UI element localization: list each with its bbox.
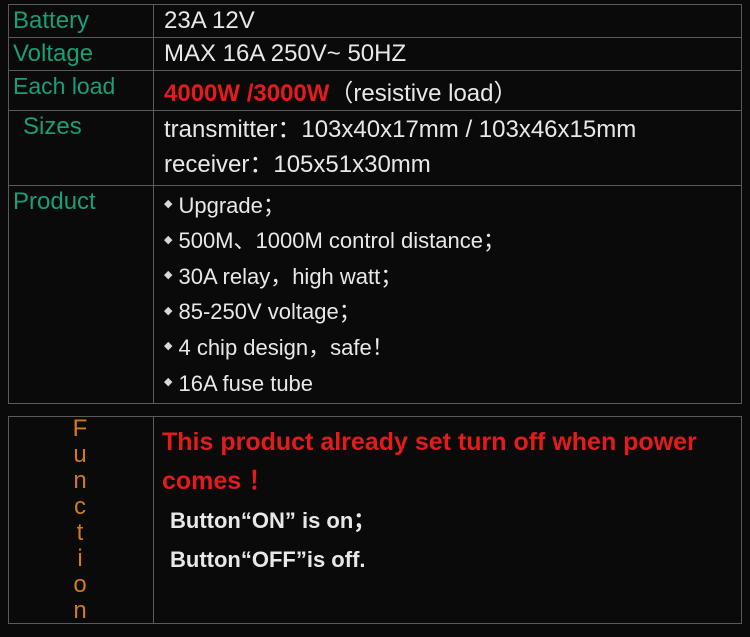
row-product: Product Upgrade； 500M、1000M control dist…: [9, 185, 742, 404]
label-eachload: Each load: [9, 71, 154, 111]
label-function: Function: [9, 417, 154, 624]
product-item: Upgrade；: [164, 188, 731, 224]
label-voltage: Voltage: [9, 38, 154, 71]
function-vertical-label: Function: [9, 417, 153, 623]
product-item: 500M、1000M control distance；: [164, 223, 731, 259]
spec-table: Battery 23A 12V Voltage MAX 16A 250V~ 50…: [8, 4, 742, 404]
product-item: 16A fuse tube: [164, 366, 731, 402]
product-item: 85-250V voltage；: [164, 294, 731, 330]
value-function: This product already set turn off when p…: [154, 417, 742, 624]
eachload-note: （resistive load）: [329, 80, 517, 107]
label-sizes: Sizes: [9, 111, 154, 186]
label-product: Product: [9, 185, 154, 404]
value-sizes: transmitter：103x40x17mm / 103x46x15mm re…: [154, 111, 742, 186]
spacer: [8, 404, 742, 416]
row-battery: Battery 23A 12V: [9, 5, 742, 38]
value-product: Upgrade； 500M、1000M control distance； 30…: [154, 185, 742, 404]
eachload-red: 4000W /3000W: [164, 80, 329, 107]
function-btn-on: Button“ON” is on；: [162, 501, 731, 541]
function-table: Function This product already set turn o…: [8, 416, 742, 624]
row-function: Function This product already set turn o…: [9, 417, 742, 624]
sizes-line1: transmitter：103x40x17mm / 103x46x15mm: [164, 113, 731, 148]
function-btn-off: Button“OFF”is off.: [162, 540, 731, 580]
label-battery: Battery: [9, 5, 154, 38]
value-battery: 23A 12V: [154, 5, 742, 38]
sizes-line2: receiver：105x51x30mm: [164, 148, 731, 183]
row-sizes: Sizes transmitter：103x40x17mm / 103x46x1…: [9, 111, 742, 186]
row-eachload: Each load 4000W /3000W（resistive load）: [9, 71, 742, 111]
product-item: 4 chip design，safe！: [164, 330, 731, 366]
row-voltage: Voltage MAX 16A 250V~ 50HZ: [9, 38, 742, 71]
function-alert: This product already set turn off when p…: [162, 423, 731, 501]
value-eachload: 4000W /3000W（resistive load）: [154, 71, 742, 111]
value-voltage: MAX 16A 250V~ 50HZ: [154, 38, 742, 71]
product-item: 30A relay，high watt；: [164, 259, 731, 295]
